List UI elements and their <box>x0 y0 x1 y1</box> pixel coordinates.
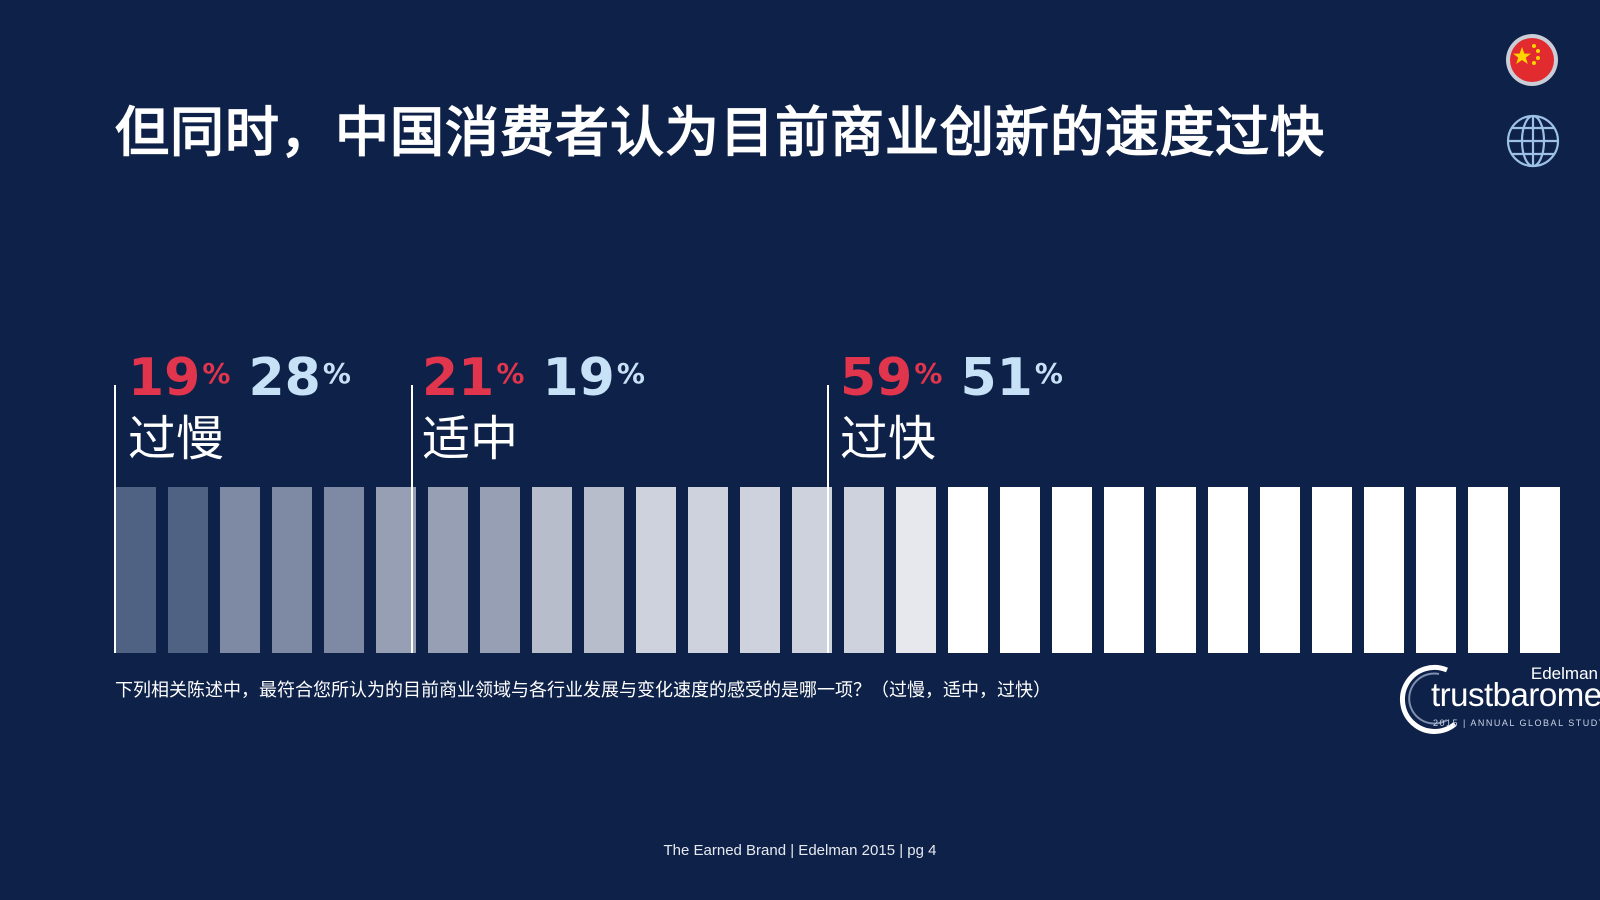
group-fast: 59% 51% 过快 <box>840 350 1081 468</box>
scale-bar <box>896 487 936 653</box>
scale-bar <box>1156 487 1196 653</box>
scale-bar <box>1468 487 1508 653</box>
globe-icon <box>1506 114 1560 168</box>
logo-subtitle: 2015 | ANNUAL GLOBAL STUDY <box>1433 718 1600 728</box>
scale-bar <box>1416 487 1456 653</box>
scale-bar <box>1260 487 1300 653</box>
group-slow: 19% 28% 过慢 <box>128 350 369 468</box>
china-value-moderate: 21% <box>422 348 525 408</box>
scale-bar <box>740 487 780 653</box>
category-label-slow: 过慢 <box>128 411 225 467</box>
global-value-moderate: 19% <box>542 348 645 408</box>
scale-bar <box>1052 487 1092 653</box>
scale-bar <box>1312 487 1352 653</box>
scale-bar <box>116 487 156 653</box>
scale-bar <box>584 487 624 653</box>
china-value-fast: 59% <box>840 348 943 408</box>
divider-moderate <box>411 385 413 653</box>
scale-bar <box>1364 487 1404 653</box>
scale-bar <box>220 487 260 653</box>
global-value-slow: 28% <box>248 348 351 408</box>
category-label-fast: 过快 <box>840 411 937 467</box>
scale-bar <box>428 487 468 653</box>
logo-ring-icon <box>1400 664 1457 734</box>
china-flag-icon <box>1506 34 1558 86</box>
divider-fast <box>827 385 829 653</box>
scale-bar <box>792 487 832 653</box>
scale-bar <box>1520 487 1560 653</box>
edelman-trustbarometer-logo: Edelman trustbarometer 2015 | ANNUAL GLO… <box>1395 658 1600 740</box>
scale-bar <box>532 487 572 653</box>
scale-bar <box>948 487 988 653</box>
logo-name: trustbarometer <box>1431 676 1600 713</box>
china-value-slow: 19% <box>128 348 231 408</box>
footer: The Earned Brand | Edelman 2015 | pg 4 <box>663 842 937 859</box>
scale-bar <box>1000 487 1040 653</box>
category-label-moderate: 适中 <box>422 411 519 467</box>
scale-bar <box>168 487 208 653</box>
page-title: 但同时，中国消费者认为目前商业创新的速度过快 <box>115 101 1325 164</box>
divider-slow <box>114 385 116 653</box>
scale-bar <box>1208 487 1248 653</box>
scale-bar <box>844 487 884 653</box>
scale-bar <box>1104 487 1144 653</box>
scale-bar <box>324 487 364 653</box>
group-moderate: 21% 19% 适中 <box>422 350 663 468</box>
scale-bar <box>636 487 676 653</box>
global-value-fast: 51% <box>960 348 1063 408</box>
logo-brand: Edelman <box>1530 664 1598 683</box>
scale-bar <box>272 487 312 653</box>
scale-bar <box>688 487 728 653</box>
survey-question: 下列相关陈述中，最符合您所认为的目前商业领域与各行业发展与变化速度的感受的是哪一… <box>115 680 1051 701</box>
scale-bar <box>376 487 416 653</box>
scale-bar <box>480 487 520 653</box>
